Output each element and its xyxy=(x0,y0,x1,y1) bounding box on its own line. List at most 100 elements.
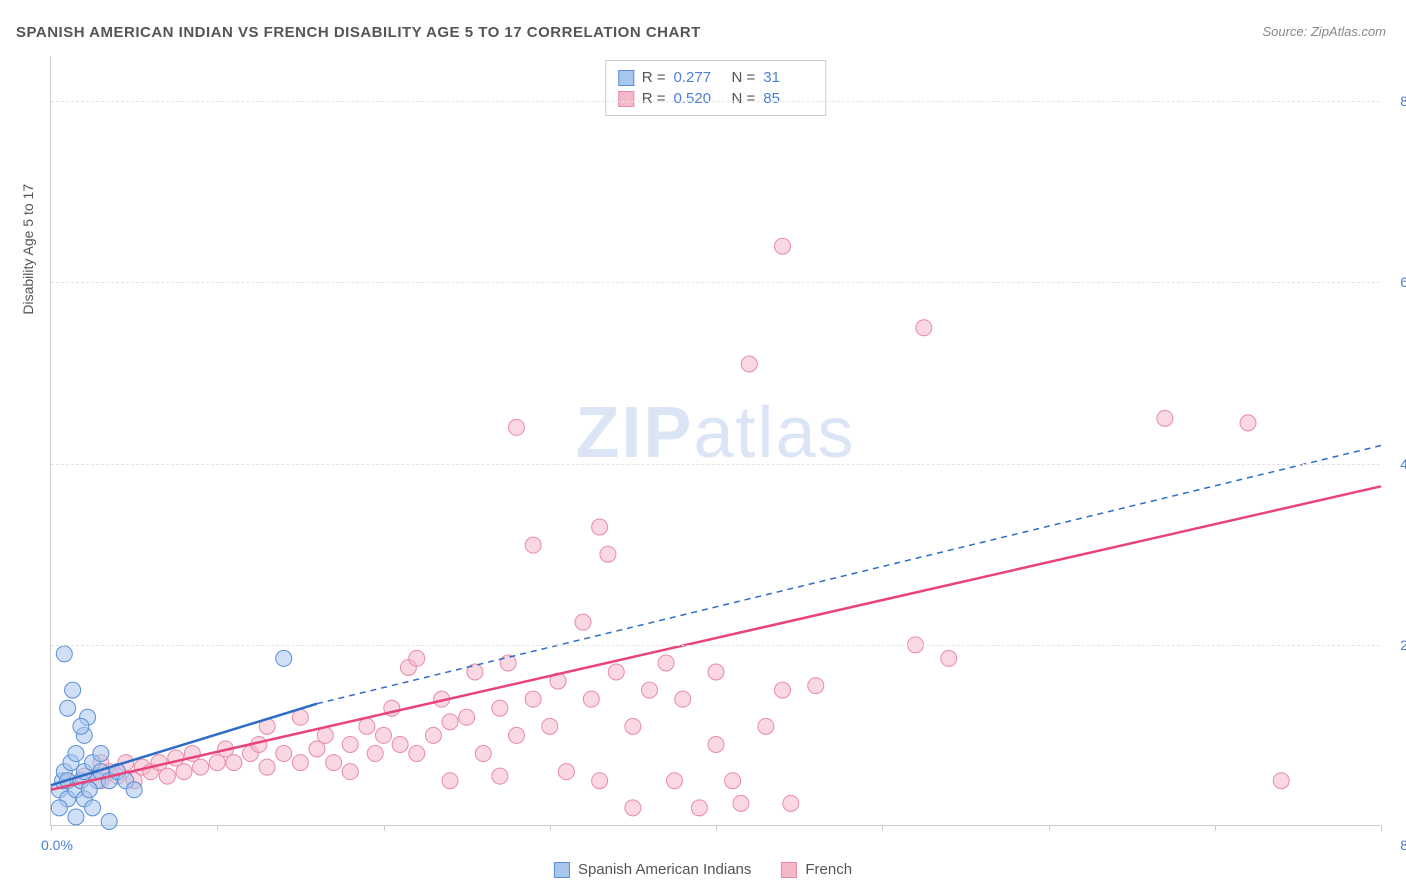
point-series2 xyxy=(509,727,525,743)
point-series2 xyxy=(525,691,541,707)
point-series2 xyxy=(359,718,375,734)
legend-item-series2: French xyxy=(781,861,852,878)
point-series2 xyxy=(575,614,591,630)
point-series2 xyxy=(342,764,358,780)
point-series1 xyxy=(73,718,89,734)
x-tick xyxy=(1215,825,1216,831)
point-series2 xyxy=(326,755,342,771)
grid-line xyxy=(51,101,1380,102)
bottom-legend: Spanish American Indians French xyxy=(554,861,852,878)
point-series2 xyxy=(675,691,691,707)
point-series2 xyxy=(376,727,392,743)
point-series2 xyxy=(276,746,292,762)
point-series2 xyxy=(625,800,641,816)
chart-title: SPANISH AMERICAN INDIAN VS FRENCH DISABI… xyxy=(16,24,701,41)
point-series1 xyxy=(101,813,117,829)
point-series1 xyxy=(60,700,76,716)
y-axis-title: Disability Age 5 to 17 xyxy=(20,184,36,315)
point-series2 xyxy=(808,678,824,694)
point-series2 xyxy=(317,727,333,743)
point-series2 xyxy=(367,746,383,762)
point-series1 xyxy=(276,650,292,666)
swatch-series2-icon xyxy=(781,862,797,878)
x-axis-min-label: 0.0% xyxy=(41,837,73,853)
point-series2 xyxy=(600,546,616,562)
point-series2 xyxy=(691,800,707,816)
legend-label-series1: Spanish American Indians xyxy=(578,861,751,878)
point-series2 xyxy=(625,718,641,734)
point-series2 xyxy=(733,795,749,811)
point-series2 xyxy=(725,773,741,789)
legend-label-series2: French xyxy=(805,861,852,878)
point-series2 xyxy=(509,419,525,435)
point-series2 xyxy=(741,356,757,372)
y-tick-label: 40.0% xyxy=(1400,456,1406,472)
point-series1 xyxy=(65,682,81,698)
point-series2 xyxy=(941,650,957,666)
point-series2 xyxy=(708,736,724,752)
point-series2 xyxy=(492,700,508,716)
point-series2 xyxy=(592,773,608,789)
point-series1 xyxy=(51,800,67,816)
point-series2 xyxy=(409,650,425,666)
point-series2 xyxy=(525,537,541,553)
point-series2 xyxy=(775,682,791,698)
legend-item-series1: Spanish American Indians xyxy=(554,861,751,878)
point-series2 xyxy=(642,682,658,698)
point-series2 xyxy=(193,759,209,775)
point-series2 xyxy=(558,764,574,780)
point-series2 xyxy=(916,320,932,336)
y-tick-label: 20.0% xyxy=(1400,637,1406,653)
point-series2 xyxy=(409,746,425,762)
point-series2 xyxy=(1273,773,1289,789)
point-series2 xyxy=(392,736,408,752)
point-series2 xyxy=(259,759,275,775)
point-series2 xyxy=(758,718,774,734)
point-series2 xyxy=(159,768,175,784)
x-tick xyxy=(217,825,218,831)
chart-plot-area: ZIPatlas R = 0.277 N = 31 R = 0.520 N = … xyxy=(50,56,1380,826)
point-series2 xyxy=(1157,410,1173,426)
point-series2 xyxy=(658,655,674,671)
point-series1 xyxy=(68,809,84,825)
x-tick xyxy=(1381,825,1382,831)
point-series1 xyxy=(85,800,101,816)
x-tick xyxy=(882,825,883,831)
grid-line xyxy=(51,645,1380,646)
scatter-svg xyxy=(51,56,1380,825)
point-series1 xyxy=(56,646,72,662)
swatch-series1-icon xyxy=(554,862,570,878)
point-series2 xyxy=(583,691,599,707)
x-axis-max-label: 80.0% xyxy=(1400,837,1406,853)
point-series2 xyxy=(592,519,608,535)
grid-line xyxy=(51,282,1380,283)
source-label: Source: ZipAtlas.com xyxy=(1262,24,1386,39)
grid-line xyxy=(51,464,1380,465)
point-series2 xyxy=(775,238,791,254)
point-series1 xyxy=(81,782,97,798)
point-series2 xyxy=(226,755,242,771)
point-series2 xyxy=(292,755,308,771)
point-series2 xyxy=(442,773,458,789)
point-series2 xyxy=(342,736,358,752)
y-tick-label: 80.0% xyxy=(1400,93,1406,109)
point-series2 xyxy=(1240,415,1256,431)
point-series2 xyxy=(708,664,724,680)
point-series2 xyxy=(442,714,458,730)
point-series1 xyxy=(68,746,84,762)
point-series1 xyxy=(126,782,142,798)
x-tick xyxy=(716,825,717,831)
x-tick xyxy=(51,825,52,831)
point-series2 xyxy=(475,746,491,762)
point-series2 xyxy=(666,773,682,789)
point-series2 xyxy=(608,664,624,680)
point-series1 xyxy=(93,746,109,762)
point-series2 xyxy=(500,655,516,671)
point-series2 xyxy=(176,764,192,780)
point-series2 xyxy=(492,768,508,784)
point-series2 xyxy=(542,718,558,734)
point-series2 xyxy=(459,709,475,725)
x-tick xyxy=(384,825,385,831)
y-tick-label: 60.0% xyxy=(1400,274,1406,290)
x-tick xyxy=(1049,825,1050,831)
